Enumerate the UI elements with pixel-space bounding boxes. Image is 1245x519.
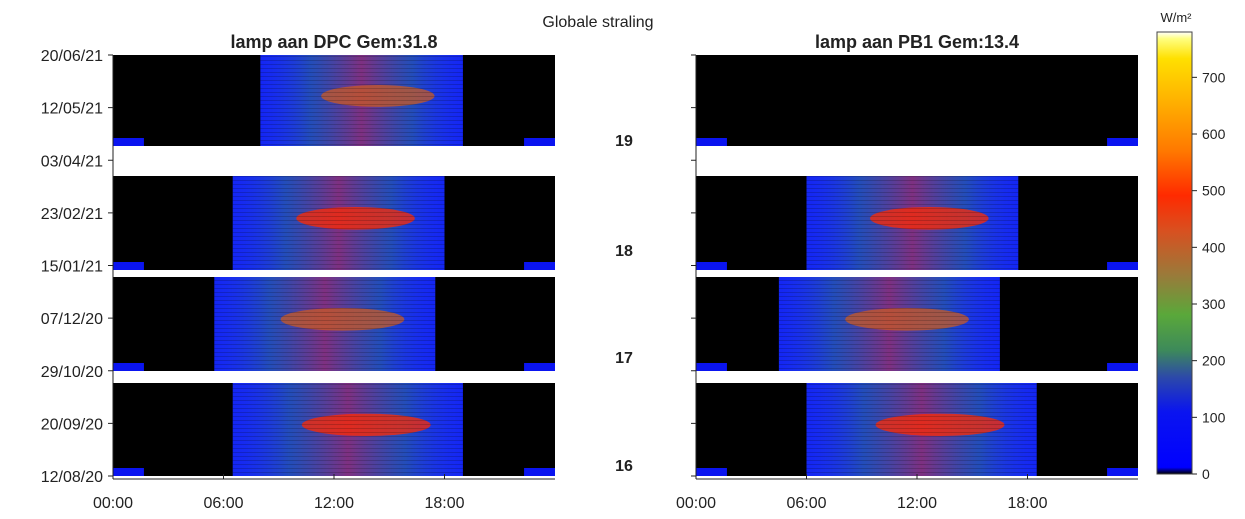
colorbar-tick-label: 700 — [1202, 69, 1226, 85]
colorbar-tick-label: 200 — [1202, 353, 1226, 369]
colorbar-tick-label: 100 — [1202, 409, 1226, 425]
heatmap-band-week-17 — [696, 277, 1138, 371]
x-tick-label: 06:00 — [786, 495, 826, 512]
heatmap-band-week-18 — [696, 176, 1138, 270]
heatmap-low-strip — [113, 363, 144, 371]
x-tick-label: 18:00 — [424, 495, 464, 512]
heatmap-panel-dpc: lamp aan DPC Gem:31.8 20/06/21 12/05/21 03… — [41, 32, 555, 512]
heatmap-night-area — [696, 55, 1138, 146]
heatmap-day-rows — [778, 277, 1000, 371]
panel-title-dpc: lamp aan DPC Gem:31.8 — [230, 32, 437, 52]
heatmap-panel-pb1: lamp aan PB1 Gem:13.4 00:00 06:00 12:00 18:… — [676, 32, 1138, 512]
y-tick-label: 12/05/21 — [41, 101, 103, 118]
heatmap-low-strip — [696, 262, 727, 270]
heatmap-low-strip — [1107, 363, 1138, 371]
week-label: 17 — [615, 350, 633, 367]
heatmap-low-strip — [696, 363, 727, 371]
x-tick-label: 06:00 — [203, 495, 243, 512]
heatmap-low-strip — [696, 138, 727, 146]
y-tick-label: 03/04/21 — [41, 153, 103, 170]
heatmap-day-rows — [214, 277, 436, 371]
heatmap-day-rows — [806, 383, 1037, 476]
week-label: 18 — [615, 243, 633, 260]
colorbar-tick-label: 500 — [1202, 183, 1226, 199]
heatmap-band-week-19 — [696, 55, 1138, 146]
heatmap-low-strip — [524, 262, 555, 270]
colorbar-tick-label: 300 — [1202, 296, 1226, 312]
heatmap-band-week-17 — [113, 277, 555, 371]
colorbar-tick-label: 0 — [1202, 466, 1210, 482]
x-tick-label: 00:00 — [676, 495, 716, 512]
heatmap-day-rows — [232, 176, 445, 270]
week-label: 19 — [615, 133, 633, 150]
x-tick-label: 12:00 — [897, 495, 937, 512]
x-tick-label: 18:00 — [1007, 495, 1047, 512]
panel-title-pb1: lamp aan PB1 Gem:13.4 — [815, 32, 1019, 52]
heatmap-low-strip — [1107, 468, 1138, 476]
colorbar-tick-label: 400 — [1202, 239, 1226, 255]
colorbar-unit: W/m² — [1160, 10, 1192, 25]
heatmap-band-week-16 — [113, 383, 555, 476]
heatmap-band-week-16 — [696, 383, 1138, 476]
y-tick-label: 07/12/20 — [41, 311, 103, 328]
heatmap-low-strip — [1107, 138, 1138, 146]
heatmap-low-strip — [1107, 262, 1138, 270]
heatmap-low-strip — [113, 262, 144, 270]
heatmap-low-strip — [113, 138, 144, 146]
heatmap-low-strip — [696, 468, 727, 476]
heatmap-band-week-18 — [113, 176, 555, 270]
y-tick-label: 15/01/21 — [41, 259, 103, 276]
colorbar-tick-label: 600 — [1202, 126, 1226, 142]
y-tick-label: 20/06/21 — [41, 48, 103, 65]
heatmap-band-week-19 — [113, 55, 555, 146]
heatmap-day-rows — [806, 176, 1019, 270]
x-tick-label: 12:00 — [314, 495, 354, 512]
y-tick-label: 23/02/21 — [41, 206, 103, 223]
heatmap-low-strip — [524, 138, 555, 146]
x-tick-label: 00:00 — [93, 495, 133, 512]
y-tick-label: 29/10/20 — [41, 364, 103, 381]
y-tick-label: 20/09/20 — [41, 416, 103, 433]
week-label: 16 — [615, 458, 633, 475]
week-labels: 19 18 17 16 — [615, 133, 633, 475]
heatmap-low-strip — [113, 468, 144, 476]
figure-supertitle: Globale straling — [542, 14, 653, 31]
heatmap-day-rows — [260, 55, 463, 146]
heatmap-low-strip — [524, 363, 555, 371]
y-tick-label: 12/08/20 — [41, 469, 103, 486]
heatmap-low-strip — [524, 468, 555, 476]
colorbar-gradient — [1156, 31, 1193, 475]
colorbar: W/m² 0 100 200 300 400 500 600 700 — [1156, 10, 1226, 482]
heatmap-day-rows — [232, 383, 463, 476]
